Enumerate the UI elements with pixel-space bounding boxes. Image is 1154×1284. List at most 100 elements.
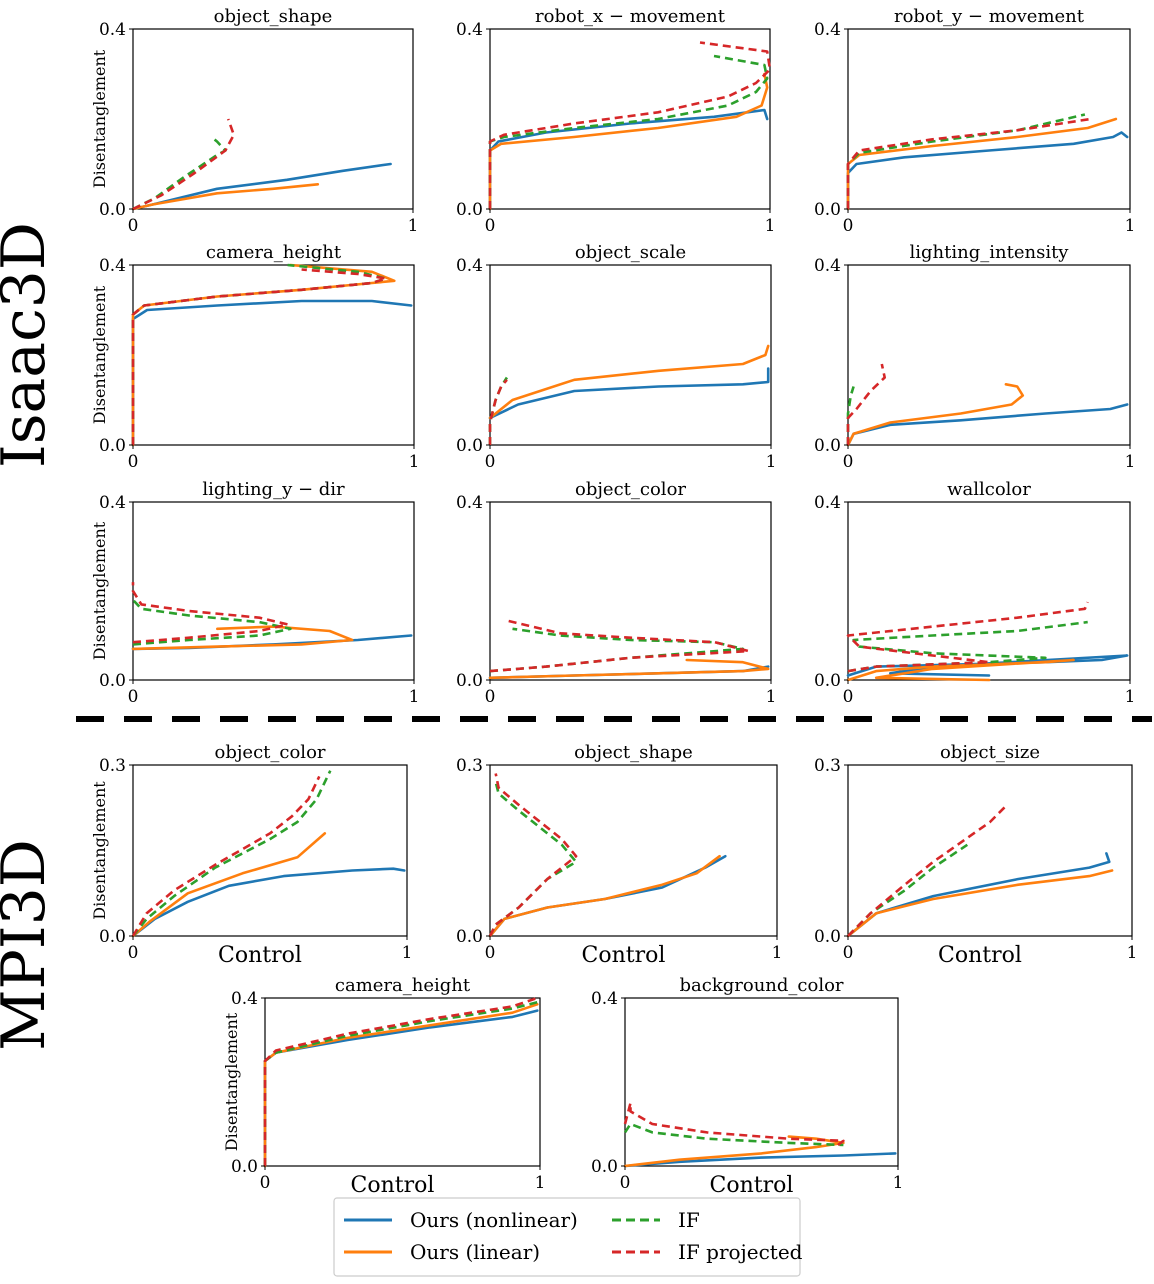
chart-panel-0: 0 1 0.0 0.4 object_shape Disentanglement [90,6,418,236]
chart-title: object_shape [214,6,333,27]
y-tick-label: 0.4 [99,493,126,513]
y-tick-label: 0.0 [814,436,841,456]
y-axis-label: Disentanglement [90,285,109,424]
x-tick-label: 0 [128,216,139,236]
chart-panel-3: 0 1 0.0 0.4 camera_height Disentanglement [90,242,419,472]
legend-label-if: IF [678,1208,700,1232]
chart-title: lighting_y − dir [202,479,345,500]
axes-frame [624,997,899,1167]
y-tick-label: 0.0 [456,436,483,456]
chart-panel-7: 0 1 0.0 0.4 object_color [456,479,776,707]
y-tick-label: 0.0 [99,671,126,691]
y-tick-label: 0.0 [99,927,126,947]
chart-title: robot_y − movement [894,6,1085,27]
section-label-mpi3d: MPI3D [0,839,59,1051]
series-line-if-projected [488,41,772,209]
series-line-if-projected [847,803,1008,937]
series-line-linear [846,658,1075,682]
y-axis-label: Disentanglement [90,521,109,660]
x-tick-label: 1 [409,687,420,707]
chart-title: object_scale [575,242,686,263]
x-tick-label: 0 [485,216,496,236]
series-line-if [846,113,1086,209]
y-tick-label: 0.0 [99,436,126,456]
x-tick-label: 1 [1125,452,1136,472]
series-line-if-projected [488,773,578,937]
y-tick-label: 0.4 [814,493,841,513]
chart-panel-10: 0 1 0.0 0.3 object_shape Control [456,742,782,968]
axes-frame [847,501,1131,681]
y-tick-label: 0.4 [231,989,258,1009]
x-tick-label: 1 [1125,687,1136,707]
chart-title: wallcolor [947,479,1031,500]
chart-panel-1: 0 1 0.0 0.4 robot_x − movement [456,6,775,236]
y-tick-label: 0.0 [591,1157,618,1177]
y-tick-label: 0.0 [99,200,126,220]
series-line-linear [846,869,1114,938]
y-tick-label: 0.4 [99,256,126,276]
x-tick-label: 0 [843,216,854,236]
series-line-linear [846,383,1025,447]
y-tick-label: 0.0 [456,200,483,220]
y-tick-label: 0.4 [456,493,483,513]
x-tick-label: 1 [1125,216,1136,236]
series-line-if-projected [131,582,289,644]
series-line-if-projected [846,363,886,445]
y-tick-label: 0.3 [99,756,126,776]
chart-title: lighting_intensity [910,242,1070,263]
y-tick-label: 0.0 [814,200,841,220]
x-axis-label: Control [710,1173,794,1198]
series-line-linear [488,658,770,680]
chart-panel-9: 0 1 0.0 0.3 object_color Disentanglement Contr… [90,742,412,968]
x-tick-label: 1 [535,1173,546,1193]
series-line-nonlinear [131,867,406,938]
y-tick-label: 0.0 [456,927,483,947]
y-tick-label: 0.0 [231,1157,258,1177]
y-tick-label: 0.4 [456,20,483,40]
chart-title: robot_x − movement [535,6,726,27]
series-line-if [132,135,227,211]
x-tick-label: 0 [485,687,496,707]
x-tick-label: 0 [128,943,139,963]
chart-panel-4: 0 1 0.0 0.4 object_scale [456,242,776,472]
chart-title: object_color [214,742,325,763]
series-line-linear [488,344,770,420]
series-line-if-projected [132,118,236,211]
series-line-linear [488,854,721,938]
chart-title: camera_height [206,242,342,263]
axes-frame [847,264,1131,446]
chart-panel-12: 0 1 0.0 0.4 camera_height Disentanglement Cont… [222,975,545,1198]
x-tick-label: 1 [766,452,777,472]
chart-panel-5: 0 1 0.0 0.4 lighting_intensity [814,242,1135,472]
series-line-nonlinear [488,367,770,420]
x-axis-label: Control [351,1173,435,1198]
series-line-if-projected [131,268,388,445]
chart-title: object_shape [574,742,693,763]
x-tick-label: 1 [409,452,420,472]
series-line-linear [488,72,769,211]
section-label-isaac3d: Isaac3D [0,222,59,468]
axes-frame [489,264,772,446]
y-axis-label: Disentanglement [222,1012,241,1151]
series-line-nonlinear [623,1152,897,1168]
x-tick-label: 0 [843,452,854,472]
y-tick-label: 0.0 [456,671,483,691]
y-tick-label: 0.3 [814,756,841,776]
legend-label-nonlinear: Ours (nonlinear) [410,1208,578,1232]
series-line-nonlinear [846,131,1129,211]
axes-frame [132,501,415,681]
series-line-if [847,843,969,937]
x-tick-label: 0 [128,452,139,472]
legend-box [333,1197,801,1277]
x-tick-label: 1 [893,1173,904,1193]
series-line-if-projected [846,117,1091,209]
chart-title: object_color [575,479,686,500]
y-tick-label: 0.4 [591,989,618,1009]
x-tick-label: 1 [1127,943,1138,963]
x-tick-label: 1 [772,943,783,963]
series-line-if-projected [623,1101,845,1147]
y-tick-label: 0.4 [814,256,841,276]
series-line-if-projected [488,378,508,445]
x-tick-label: 0 [843,687,854,707]
y-axis-label: Disentanglement [90,781,109,920]
